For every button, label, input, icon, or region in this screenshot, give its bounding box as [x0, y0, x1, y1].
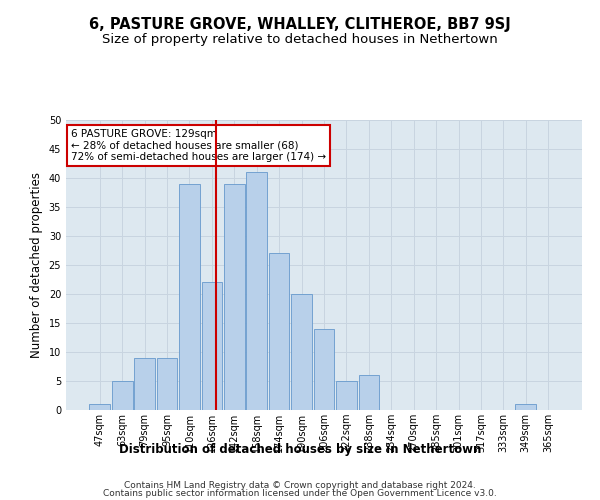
Bar — [157, 358, 178, 410]
Text: Contains HM Land Registry data © Crown copyright and database right 2024.: Contains HM Land Registry data © Crown c… — [124, 480, 476, 490]
Text: Distribution of detached houses by size in Nethertown: Distribution of detached houses by size … — [119, 442, 481, 456]
Text: Size of property relative to detached houses in Nethertown: Size of property relative to detached ho… — [102, 32, 498, 46]
Bar — [179, 184, 200, 410]
Bar — [336, 381, 357, 410]
Bar — [269, 254, 289, 410]
Bar — [314, 329, 334, 410]
Text: 6 PASTURE GROVE: 129sqm
← 28% of detached houses are smaller (68)
72% of semi-de: 6 PASTURE GROVE: 129sqm ← 28% of detache… — [71, 128, 326, 162]
Y-axis label: Number of detached properties: Number of detached properties — [30, 172, 43, 358]
Bar — [224, 184, 245, 410]
Bar — [112, 381, 133, 410]
Bar — [359, 375, 379, 410]
Bar — [202, 282, 222, 410]
Bar — [291, 294, 312, 410]
Bar — [134, 358, 155, 410]
Bar — [247, 172, 267, 410]
Bar — [89, 404, 110, 410]
Bar — [515, 404, 536, 410]
Text: Contains public sector information licensed under the Open Government Licence v3: Contains public sector information licen… — [103, 489, 497, 498]
Text: 6, PASTURE GROVE, WHALLEY, CLITHEROE, BB7 9SJ: 6, PASTURE GROVE, WHALLEY, CLITHEROE, BB… — [89, 18, 511, 32]
